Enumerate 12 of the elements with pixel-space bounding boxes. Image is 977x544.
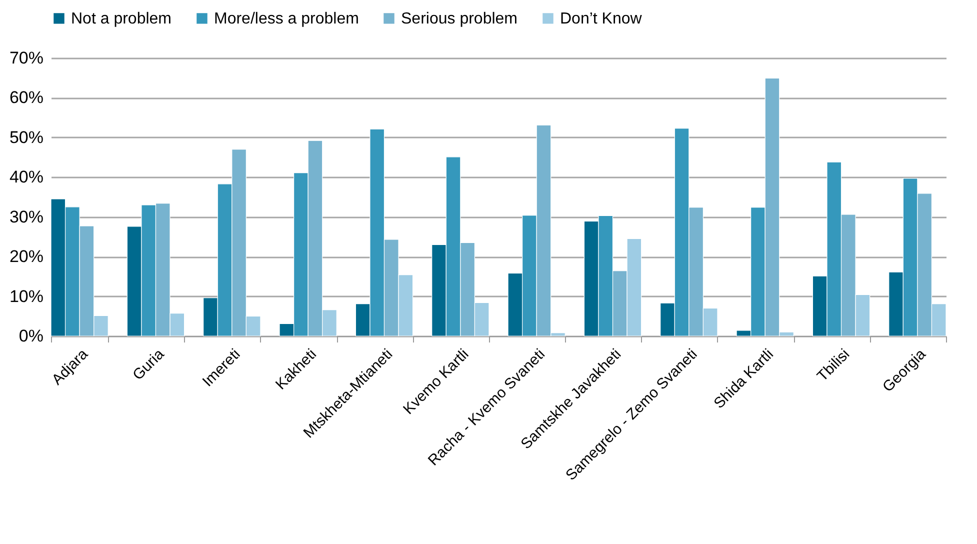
legend-label: Not a problem bbox=[71, 10, 172, 28]
y-tick-label: 70% bbox=[9, 48, 44, 68]
y-tick-label: 20% bbox=[9, 247, 44, 266]
y-tick-label: 30% bbox=[9, 207, 44, 226]
legend-label: Serious problem bbox=[401, 10, 518, 28]
y-tick-label: 50% bbox=[9, 128, 44, 147]
y-tick-label: 40% bbox=[9, 168, 44, 187]
y-tick-label: 0% bbox=[18, 326, 44, 346]
y-tick-label: 60% bbox=[9, 88, 44, 108]
legend-label: More/less a problem bbox=[214, 10, 359, 28]
y-tick-label: 10% bbox=[9, 286, 44, 306]
legend-label: Don’t Know bbox=[560, 10, 642, 28]
